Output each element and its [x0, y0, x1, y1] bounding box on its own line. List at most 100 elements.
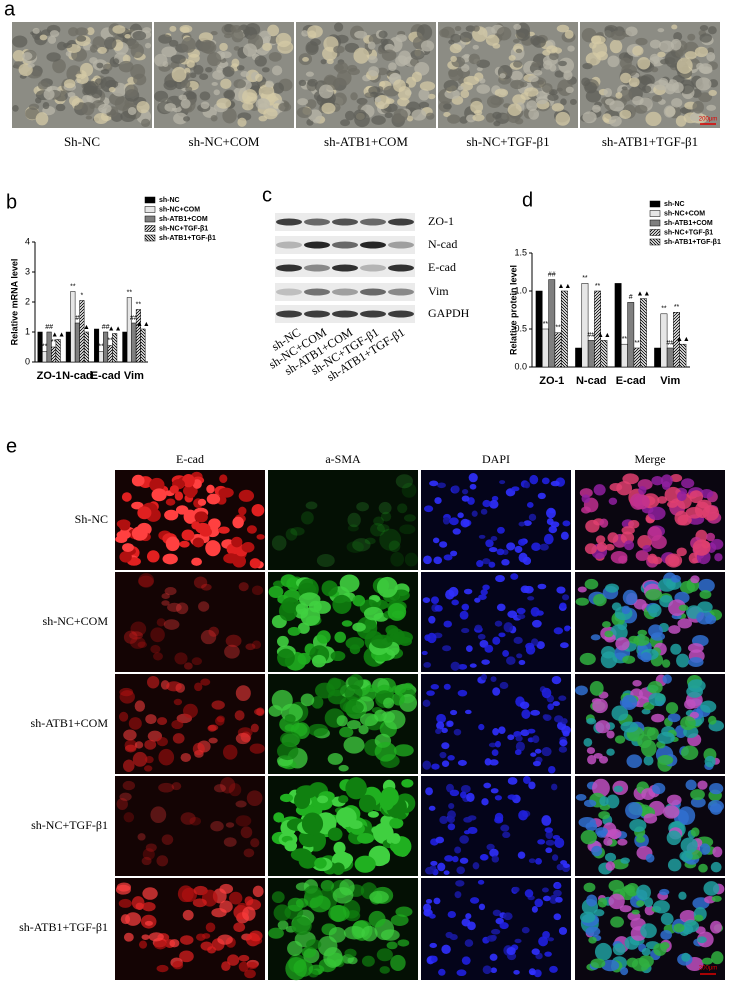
cell [156, 964, 169, 973]
cell [549, 965, 558, 973]
cell [311, 696, 324, 709]
cell [478, 723, 485, 731]
panel-label: c [262, 184, 272, 206]
cell [344, 42, 360, 53]
cell [478, 594, 487, 600]
cell [605, 543, 615, 551]
cell [84, 81, 98, 96]
bar [126, 297, 132, 363]
significance-mark: ** [661, 306, 667, 313]
cell [334, 631, 346, 643]
cell [208, 518, 221, 530]
cell [485, 539, 494, 548]
significance-mark: ▲▲ [597, 332, 611, 339]
bar [554, 332, 562, 368]
cell [123, 630, 138, 644]
cell [598, 811, 610, 820]
cell [457, 85, 464, 91]
legend-swatch [144, 215, 156, 223]
cell [486, 843, 495, 851]
cell [441, 944, 451, 954]
cell [237, 117, 247, 127]
cell [484, 644, 494, 653]
cell [492, 909, 502, 917]
cell [602, 621, 611, 628]
cell [380, 929, 400, 941]
cell [343, 925, 366, 940]
cell [546, 507, 556, 519]
significance-mark: ## [548, 271, 556, 278]
cell [619, 905, 632, 913]
significance-mark: ** [70, 283, 76, 290]
significance-mark: ** [127, 289, 133, 296]
cell [268, 927, 284, 939]
cell [97, 46, 107, 54]
cell [489, 499, 499, 509]
cell [165, 536, 180, 552]
micrograph [575, 878, 725, 980]
cell [308, 723, 329, 737]
cell [131, 526, 148, 541]
cell [202, 933, 211, 939]
cell [609, 483, 623, 492]
cell [309, 895, 331, 913]
cell [75, 73, 83, 78]
cell [579, 652, 596, 666]
cell [499, 480, 506, 485]
cell [490, 967, 497, 974]
cell [706, 104, 717, 111]
cell [371, 634, 393, 649]
cell [115, 884, 131, 895]
cell [134, 741, 144, 749]
cell [347, 956, 358, 965]
cell [251, 585, 264, 596]
cell [626, 754, 643, 769]
cell [707, 715, 717, 725]
cell [647, 506, 666, 521]
cell [235, 732, 251, 745]
cell [173, 698, 183, 706]
y-tick-label: 4 [25, 236, 30, 246]
cell [271, 891, 285, 904]
cell [582, 62, 593, 70]
cell [545, 847, 553, 854]
cell [666, 794, 682, 806]
cell [201, 583, 212, 591]
band-label: N-cad [428, 237, 457, 251]
cell [179, 950, 194, 963]
cell [120, 914, 131, 925]
cell [304, 885, 322, 898]
cell [164, 509, 179, 521]
cell [524, 889, 534, 898]
cell [235, 800, 247, 808]
cell [649, 39, 662, 49]
legend-label: sh-NC+TGF-β1 [664, 229, 713, 236]
cell [628, 635, 640, 644]
cell [698, 578, 715, 593]
cell [424, 505, 434, 513]
cell [278, 102, 292, 112]
cell [439, 751, 447, 759]
cell [278, 601, 298, 622]
cell [233, 79, 246, 89]
cell [238, 582, 249, 592]
cell [271, 535, 287, 551]
cell [219, 474, 228, 484]
cell [575, 794, 587, 801]
cell [130, 621, 147, 637]
significance-mark: ** [136, 301, 142, 308]
micrograph [115, 878, 265, 980]
cell [174, 491, 184, 501]
cell [531, 61, 541, 68]
blot-band [388, 241, 414, 249]
cell [490, 676, 497, 682]
cell [697, 780, 708, 790]
cell [541, 887, 549, 893]
cell [698, 843, 711, 855]
row-label: sh-NC+COM [43, 614, 109, 628]
cell [678, 891, 687, 900]
cell [496, 548, 505, 556]
cell [559, 739, 568, 747]
cell [251, 504, 265, 517]
cell [477, 879, 485, 885]
